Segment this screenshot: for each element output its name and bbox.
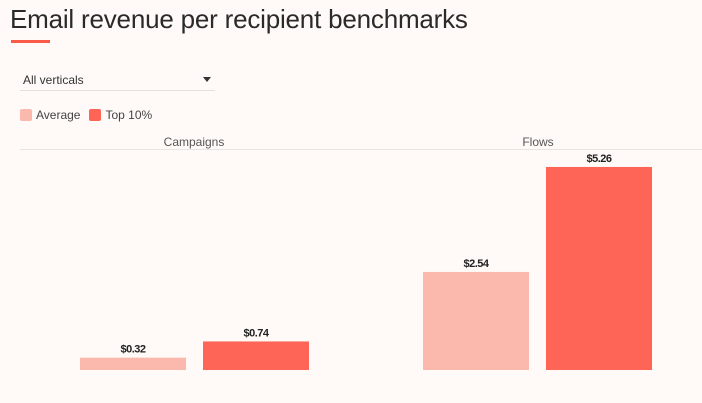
data-label: $0.74: [243, 327, 269, 339]
legend: Average Top 10%: [20, 108, 157, 122]
title-underline: [11, 40, 50, 43]
bar-campaigns-average: [80, 357, 186, 370]
vertical-select-value: All verticals: [23, 73, 84, 87]
data-label: $5.26: [586, 153, 611, 165]
bar-campaigns-top10: [203, 341, 309, 370]
category-label-flows: Flows: [522, 135, 554, 149]
header-divider: [20, 149, 702, 150]
data-label: $0.32: [120, 344, 145, 356]
category-label-campaigns: Campaigns: [163, 135, 225, 149]
legend-swatch-average: [20, 109, 32, 121]
bar-flows-average: [423, 271, 529, 370]
page-title: Email revenue per recipient benchmarks: [10, 4, 468, 34]
legend-swatch-top10: [89, 109, 102, 121]
legend-label-average: Average: [36, 108, 81, 122]
vertical-select[interactable]: All verticals: [20, 70, 215, 91]
data-label: $2.54: [463, 258, 489, 270]
legend-label-top10: Top 10%: [105, 108, 153, 122]
bar-flows-top10: [546, 166, 652, 370]
caret-down-icon: [203, 77, 211, 82]
